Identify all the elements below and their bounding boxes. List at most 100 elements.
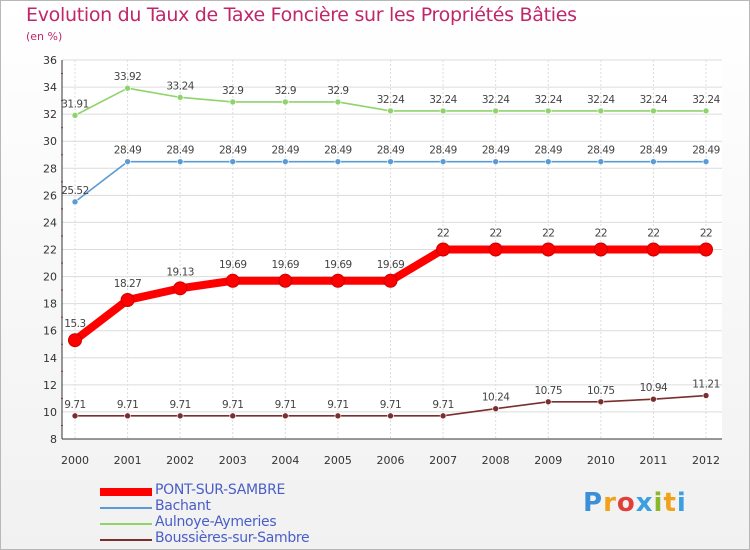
data-label: 28.49	[587, 145, 615, 157]
legend-label: Bachant	[155, 498, 211, 514]
logo-letter: t	[663, 488, 677, 518]
data-label: 9.71	[169, 399, 190, 411]
data-point	[120, 292, 135, 307]
x-tick-label: 2009	[534, 454, 562, 467]
x-tick-label: 2005	[324, 454, 352, 467]
data-label: 32.9	[275, 85, 296, 97]
data-point	[439, 158, 447, 165]
data-point	[383, 273, 398, 288]
legend-swatch	[100, 507, 152, 509]
x-tick-label: 2003	[219, 454, 247, 467]
data-point	[699, 242, 713, 257]
data-label: 28.49	[114, 145, 142, 157]
data-label: 9.71	[380, 399, 401, 411]
data-point	[387, 412, 394, 420]
x-tick-label: 2012	[692, 454, 720, 467]
data-point	[124, 158, 131, 165]
data-label: 22	[542, 228, 554, 240]
data-label: 28.49	[377, 145, 405, 157]
data-point	[439, 107, 447, 115]
data-label: 32.24	[692, 94, 720, 106]
x-tick-label: 2008	[482, 454, 510, 467]
data-point	[173, 281, 188, 296]
data-label: 32.24	[640, 94, 668, 106]
data-label: 32.9	[327, 85, 348, 97]
data-point	[387, 107, 394, 115]
x-tick-label: 2007	[429, 454, 457, 467]
y-tick-label: 28	[43, 162, 57, 175]
data-point	[702, 392, 710, 399]
data-point	[650, 107, 657, 115]
data-label: 28.49	[692, 145, 720, 157]
y-tick-label: 18	[43, 298, 57, 311]
line-chart: 8 10 12 14 16 18 20 22 24 26 28 30 32 34 36 2000 2001 200…	[43, 54, 722, 467]
data-point	[176, 412, 184, 420]
data-point	[282, 412, 289, 420]
data-label: 22	[437, 228, 449, 240]
data-point	[544, 107, 552, 115]
data-label: 28.49	[324, 145, 352, 157]
data-point	[488, 242, 503, 257]
y-tick-label: 36	[43, 54, 57, 67]
logo-letter: o	[616, 488, 636, 518]
data-point	[646, 242, 661, 257]
data-point	[597, 107, 605, 115]
y-tick-label: 32	[43, 108, 57, 121]
data-point	[541, 242, 556, 257]
data-label: 28.49	[219, 145, 247, 157]
x-tick-label: 2011	[639, 454, 667, 467]
x-tick-label: 2002	[166, 454, 194, 467]
data-point	[544, 398, 552, 406]
data-label: 19.69	[377, 259, 405, 271]
data-label: 9.71	[432, 399, 453, 411]
x-tick-label: 2010	[587, 454, 615, 467]
y-tick-label: 14	[43, 352, 57, 365]
data-point	[229, 412, 237, 420]
data-point	[229, 158, 237, 165]
y-tick-label: 10	[43, 406, 57, 419]
data-label: 33.92	[114, 71, 142, 83]
data-label: 32.24	[534, 94, 562, 106]
data-label: 9.71	[275, 399, 296, 411]
data-point	[334, 412, 342, 420]
data-label: 9.71	[222, 399, 243, 411]
y-tick-label: 30	[43, 135, 57, 148]
y-tick-label: 22	[43, 244, 57, 257]
data-point	[650, 395, 657, 403]
y-tick-label: 12	[43, 379, 57, 392]
chart-unit-label: (en %)	[26, 30, 63, 43]
logo-letter: x	[635, 488, 654, 518]
data-label: 10.94	[640, 382, 668, 394]
y-tick-label: 20	[43, 271, 57, 284]
data-label: 33.24	[166, 80, 194, 92]
data-point	[124, 84, 131, 92]
data-label: 32.24	[429, 94, 457, 106]
data-label: 19.13	[166, 266, 194, 278]
data-point	[176, 158, 184, 165]
data-point	[702, 107, 710, 115]
legend-swatch	[100, 523, 152, 525]
y-tick-label: 34	[43, 81, 57, 94]
data-point	[593, 242, 608, 257]
data-point	[176, 94, 184, 101]
y-tick-label: 16	[43, 325, 57, 338]
data-label: 28.49	[429, 145, 457, 157]
data-point	[225, 273, 240, 288]
legend-swatch	[100, 488, 152, 496]
data-label: 9.71	[64, 399, 85, 411]
data-label: 32.24	[482, 94, 510, 106]
legend-label: Aulnoye-Aymeries	[155, 514, 277, 530]
data-label: 15.3	[64, 318, 85, 330]
data-label: 28.49	[534, 145, 562, 157]
data-label: 22	[647, 228, 659, 240]
data-label: 28.49	[482, 145, 510, 157]
data-point	[702, 158, 710, 165]
data-label: 10.75	[534, 385, 562, 397]
data-label: 22	[489, 228, 501, 240]
data-point	[597, 158, 605, 165]
proxiti-logo: Proxiti	[583, 488, 687, 518]
data-point	[124, 412, 131, 420]
data-point	[229, 98, 237, 106]
data-point	[330, 273, 345, 288]
data-label: 31.91	[61, 98, 89, 110]
